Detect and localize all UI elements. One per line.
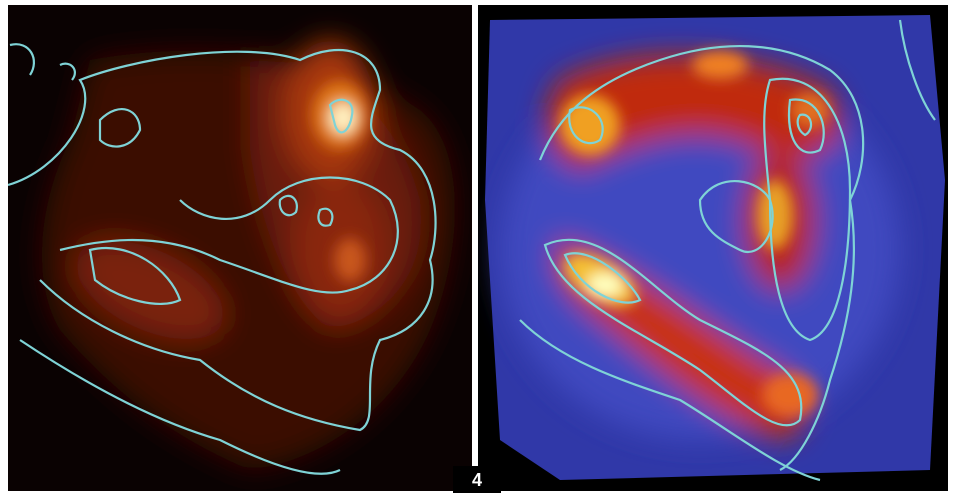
- figure: 4: [0, 0, 956, 493]
- panel-label: 4: [472, 470, 482, 490]
- right-panel: [478, 5, 948, 491]
- left-panel: [8, 5, 472, 491]
